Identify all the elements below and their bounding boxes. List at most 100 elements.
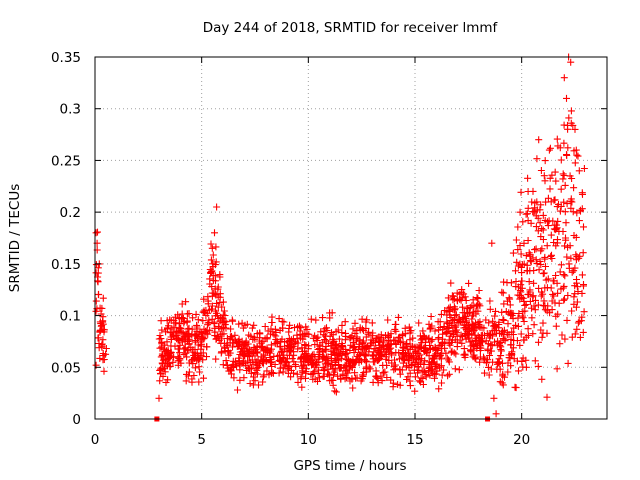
- data-point: [522, 210, 530, 218]
- data-point: [291, 324, 298, 332]
- data-point: [276, 342, 284, 350]
- y-tick-label: 0.25: [51, 153, 81, 169]
- data-point: [486, 352, 493, 359]
- data-point: [391, 365, 399, 373]
- data-point: [524, 237, 532, 244]
- data-point: [541, 157, 549, 165]
- data-point: [557, 185, 565, 193]
- data-point: [299, 335, 307, 343]
- data-point: [285, 335, 293, 342]
- data-point: [512, 236, 520, 244]
- data-point: [411, 373, 419, 381]
- data-point: [311, 341, 319, 349]
- data-point: [481, 369, 488, 377]
- data-point: [544, 222, 552, 230]
- data-point: [320, 372, 328, 380]
- data-point: [432, 350, 440, 358]
- data-point: [293, 370, 301, 378]
- data-point: [191, 364, 199, 372]
- data-point: [485, 319, 493, 327]
- data-point: [573, 276, 580, 283]
- data-point: [489, 331, 496, 338]
- data-point: [534, 214, 542, 222]
- data-point: [485, 363, 492, 371]
- data-point: [316, 374, 323, 382]
- data-points: [92, 53, 588, 418]
- data-point: [427, 337, 435, 345]
- data-point: [494, 360, 501, 368]
- data-point: [211, 229, 218, 237]
- data-point: [428, 359, 436, 367]
- data-point: [415, 344, 423, 352]
- data-point: [376, 344, 384, 352]
- data-point: [380, 336, 388, 344]
- data-point: [532, 223, 540, 231]
- data-point: [99, 294, 107, 302]
- data-point: [540, 297, 548, 305]
- data-point: [162, 328, 170, 336]
- data-point: [465, 325, 473, 332]
- data-point: [203, 326, 211, 334]
- data-point: [543, 242, 551, 250]
- data-point: [550, 225, 558, 233]
- data-point: [383, 361, 391, 369]
- data-point: [326, 332, 334, 340]
- data-point: [517, 188, 525, 196]
- data-point: [275, 315, 283, 323]
- data-point: [92, 307, 100, 315]
- data-point: [529, 330, 537, 338]
- data-point: [561, 295, 568, 303]
- data-point: [326, 314, 334, 322]
- data-point: [196, 328, 204, 336]
- data-point: [444, 372, 452, 380]
- data-point: [362, 352, 370, 360]
- data-point: [94, 334, 102, 342]
- data-point: [524, 188, 532, 195]
- data-point: [578, 289, 586, 297]
- data-point: [492, 307, 499, 315]
- data-point: [553, 135, 561, 143]
- data-point: [560, 74, 568, 82]
- data-point: [285, 366, 292, 374]
- data-point: [214, 303, 222, 311]
- data-point: [208, 283, 216, 291]
- data-point: [570, 184, 578, 192]
- data-point: [348, 364, 356, 372]
- data-point: [431, 327, 439, 335]
- data-point: [235, 320, 243, 328]
- data-point: [506, 301, 514, 309]
- data-point: [155, 394, 163, 402]
- data-point: [534, 227, 542, 235]
- data-point: [244, 364, 252, 372]
- data-point: [507, 279, 515, 287]
- data-point: [182, 377, 190, 385]
- data-point: [573, 325, 581, 333]
- data-point: [247, 349, 255, 357]
- data-point: [307, 353, 315, 361]
- data-point: [256, 329, 264, 337]
- data-point: [531, 246, 539, 254]
- data-point: [226, 366, 234, 374]
- data-point: [557, 261, 565, 269]
- data-point: [406, 329, 414, 337]
- data-point: [216, 271, 224, 279]
- data-point: [417, 374, 425, 382]
- data-point: [550, 292, 558, 300]
- data-point: [547, 284, 555, 292]
- data-point: [396, 366, 404, 374]
- data-point: [441, 338, 449, 346]
- data-point: [382, 355, 390, 363]
- data-point: [267, 369, 275, 377]
- data-point: [508, 351, 516, 359]
- data-point: [435, 385, 443, 393]
- data-point: [568, 268, 576, 276]
- data-point: [504, 320, 512, 328]
- data-point: [403, 340, 411, 347]
- data-point: [348, 375, 356, 383]
- data-point: [571, 125, 579, 133]
- data-point: [172, 332, 180, 339]
- data-point: [214, 312, 221, 320]
- data-point: [484, 356, 492, 364]
- data-point: [314, 333, 322, 341]
